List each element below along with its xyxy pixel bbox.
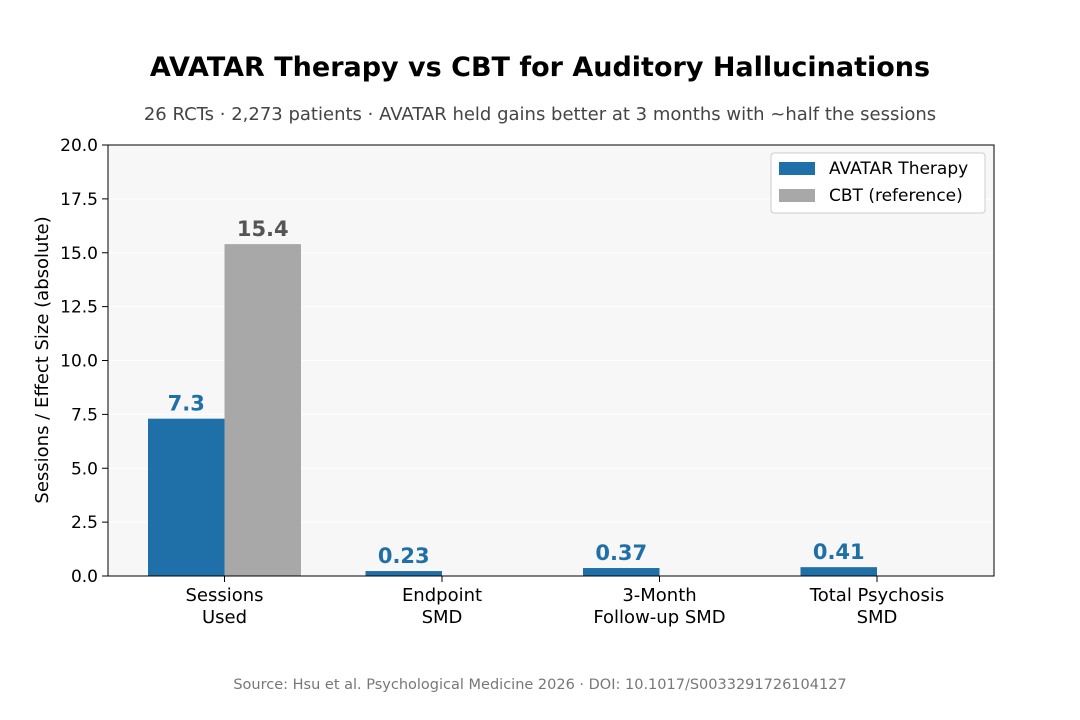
y-axis-label: Sessions / Effect Size (absolute): [32, 216, 53, 503]
value-labels-group: 7.3 15.4 0.23 0.37 0.41: [168, 217, 865, 568]
bar-cbt-reference: [224, 244, 301, 576]
bar-avatar-therapy: [148, 418, 225, 576]
legend-label: CBT (reference): [829, 186, 963, 206]
y-tick-label: 17.5: [60, 190, 98, 210]
y-tick-label: 0.0: [71, 567, 98, 587]
bar-value-label: 7.3: [168, 392, 205, 416]
legend: AVATAR Therapy CBT (reference): [770, 152, 986, 214]
legend-box: [770, 152, 986, 214]
x-tick-label: 3-Month: [622, 585, 696, 606]
bar-value-label: 0.23: [378, 544, 430, 568]
y-axis: 0.0 2.5 5.0 7.5 10.0 12.5 15.0 17.5 20.0: [60, 136, 108, 587]
bar-value-label: 0.41: [813, 540, 865, 564]
x-tick-label: Sessions: [185, 585, 263, 606]
y-tick-label: 5.0: [71, 459, 98, 479]
bar-avatar-therapy: [800, 567, 877, 576]
chart-title: AVATAR Therapy vs CBT for Auditory Hallu…: [149, 52, 931, 83]
y-tick-label: 20.0: [60, 136, 98, 156]
y-tick-label: 12.5: [60, 298, 98, 318]
legend-swatch: [779, 189, 815, 202]
x-tick-label: Follow-up SMD: [593, 607, 725, 628]
x-tick-label: SMD: [422, 607, 463, 628]
bar-avatar-therapy: [583, 568, 660, 576]
y-tick-label: 10.0: [60, 352, 98, 372]
x-tick-label: Endpoint: [402, 585, 482, 606]
bar-value-label: 15.4: [237, 217, 289, 241]
source-note: Source: Hsu et al. Psychological Medicin…: [233, 677, 847, 693]
x-tick-label: Used: [202, 607, 247, 628]
bars-group: [148, 244, 877, 576]
y-tick-label: 7.5: [71, 405, 98, 425]
x-tick-label: SMD: [857, 607, 898, 628]
legend-swatch: [779, 162, 815, 175]
chart-subtitle: 26 RCTs · 2,273 patients · AVATAR held g…: [143, 104, 937, 125]
y-tick-label: 2.5: [71, 513, 98, 533]
x-tick-label: Total Psychosis: [809, 585, 944, 606]
x-axis: SessionsUsedEndpointSMD3-MonthFollow-up …: [185, 576, 944, 628]
bar-value-label: 0.37: [595, 541, 647, 565]
bar-avatar-therapy: [365, 571, 442, 576]
y-tick-label: 15.0: [60, 244, 98, 264]
legend-label: AVATAR Therapy: [829, 159, 968, 179]
